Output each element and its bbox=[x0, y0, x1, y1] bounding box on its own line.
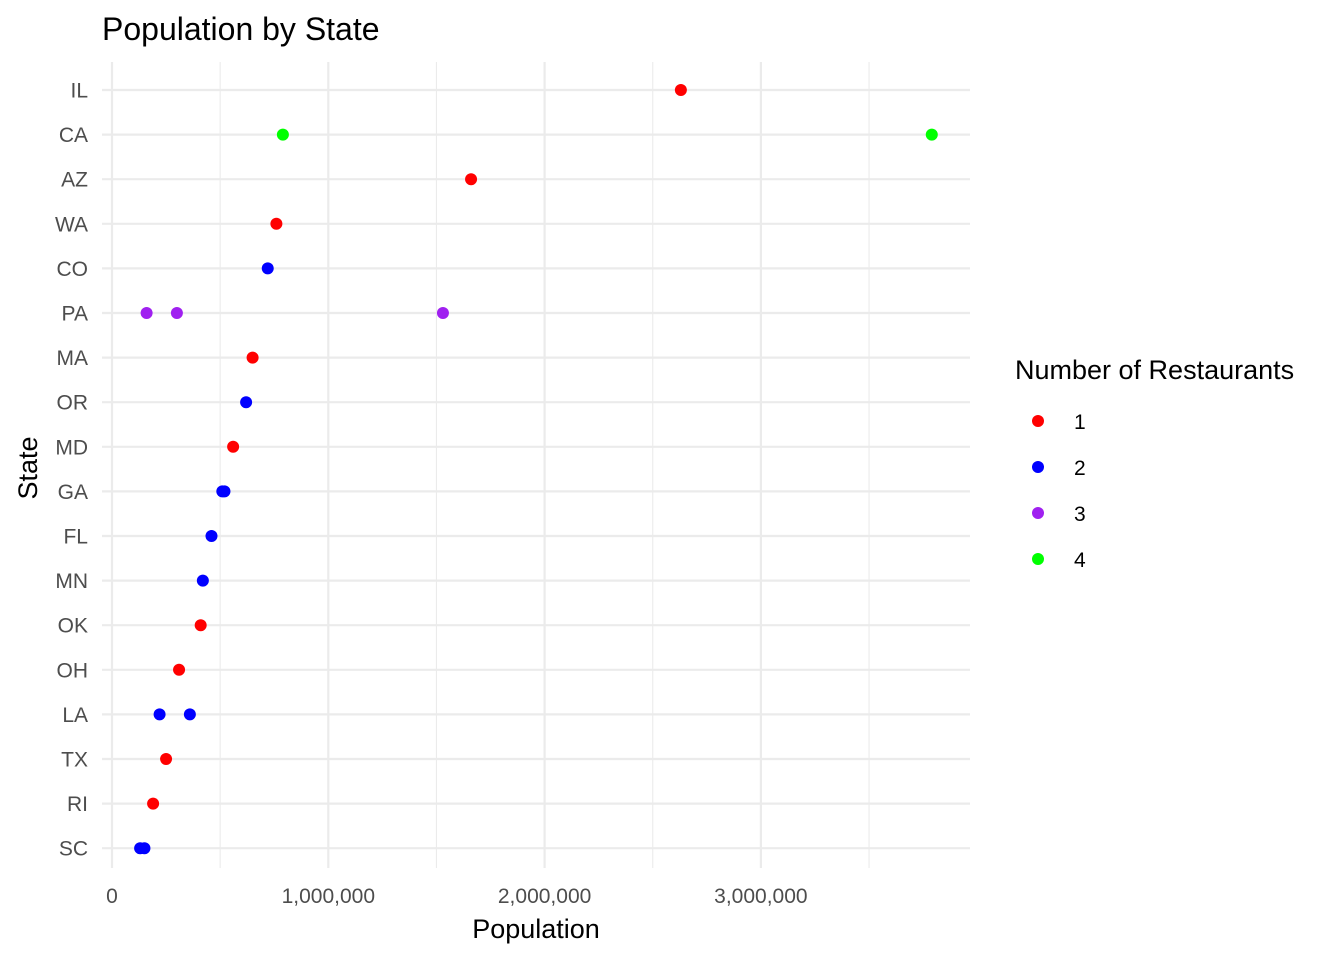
legend-key bbox=[1032, 553, 1044, 565]
data-point bbox=[674, 84, 687, 96]
data-point bbox=[170, 307, 183, 319]
legend-key bbox=[1032, 507, 1044, 519]
x-axis-ticks: 0 1,000,000 2,000,000 3,000,000 bbox=[106, 885, 807, 908]
y-axis-title: State bbox=[13, 436, 43, 499]
y-tick-label: PA bbox=[62, 303, 88, 326]
data-point bbox=[465, 173, 478, 186]
y-axis-ticks: SC RI TX LA OH OK MN FL GA MD OR MA PA CO WA AZ CA IL bbox=[55, 80, 88, 861]
data-point bbox=[227, 440, 240, 453]
y-tick-label: MD bbox=[55, 436, 88, 459]
data-point bbox=[194, 619, 207, 632]
data-point bbox=[276, 128, 289, 141]
data-points bbox=[134, 84, 938, 855]
legend-label: 2 bbox=[1074, 457, 1086, 480]
legend-key bbox=[1032, 415, 1044, 427]
y-tick-label: LA bbox=[62, 704, 88, 727]
data-point bbox=[138, 842, 151, 855]
legend-label: 4 bbox=[1074, 549, 1086, 572]
grid bbox=[102, 62, 970, 868]
chart-title: Population by State bbox=[102, 11, 380, 47]
y-tick-label: FL bbox=[63, 526, 88, 549]
y-tick-label: OK bbox=[58, 615, 88, 638]
legend-key bbox=[1032, 461, 1044, 473]
data-point bbox=[261, 262, 274, 275]
data-point bbox=[173, 663, 186, 676]
y-tick-label: OH bbox=[57, 659, 89, 682]
y-tick-label: TX bbox=[61, 749, 88, 772]
data-point bbox=[140, 307, 153, 319]
legend-title: Number of Restaurants bbox=[1015, 355, 1294, 385]
y-tick-label: AZ bbox=[61, 169, 88, 192]
data-point bbox=[160, 753, 173, 765]
legend: Number of Restaurants 1 2 3 4 bbox=[1015, 355, 1294, 572]
data-point bbox=[196, 574, 209, 587]
data-point bbox=[147, 797, 160, 810]
data-point bbox=[153, 708, 166, 721]
data-point bbox=[240, 396, 253, 409]
x-tick-label: 1,000,000 bbox=[282, 885, 375, 908]
x-tick-label: 3,000,000 bbox=[714, 885, 807, 908]
y-tick-label: WA bbox=[55, 213, 88, 236]
data-point bbox=[925, 128, 938, 141]
y-tick-label: RI bbox=[67, 793, 88, 816]
data-point bbox=[246, 351, 259, 364]
data-point bbox=[270, 217, 283, 230]
y-tick-label: CO bbox=[57, 258, 89, 281]
y-tick-label: SC bbox=[59, 838, 88, 861]
legend-label: 1 bbox=[1074, 411, 1086, 434]
y-tick-label: CA bbox=[59, 124, 88, 147]
y-tick-label: OR bbox=[57, 392, 89, 415]
y-tick-label: GA bbox=[58, 481, 88, 504]
x-tick-label: 2,000,000 bbox=[498, 885, 591, 908]
y-tick-label: MA bbox=[57, 347, 89, 370]
data-point bbox=[436, 307, 449, 319]
legend-label: 3 bbox=[1074, 503, 1086, 526]
data-point bbox=[218, 485, 231, 498]
data-point bbox=[205, 530, 218, 542]
x-axis-title: Population bbox=[472, 914, 600, 944]
data-point bbox=[183, 708, 196, 721]
y-tick-label: MN bbox=[55, 570, 88, 593]
x-tick-label: 0 bbox=[106, 885, 118, 908]
y-tick-label: IL bbox=[70, 80, 88, 103]
